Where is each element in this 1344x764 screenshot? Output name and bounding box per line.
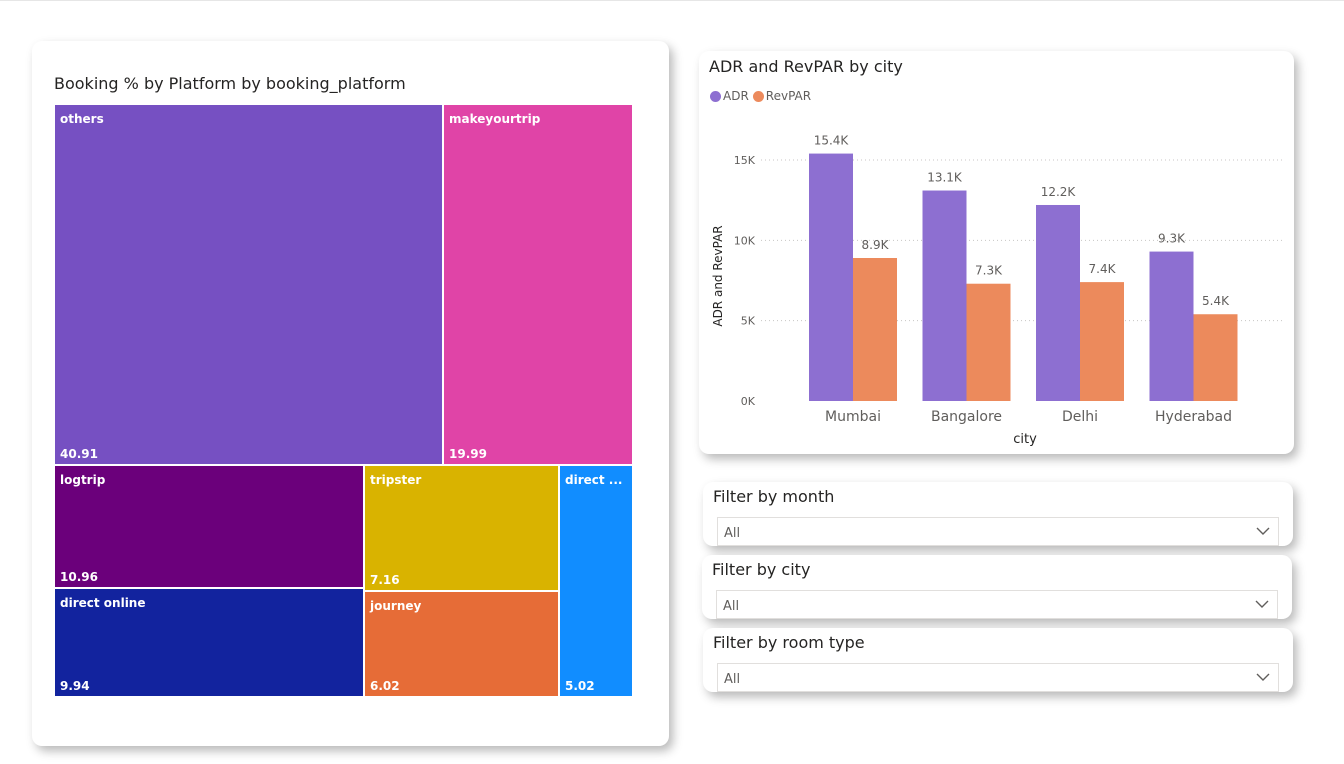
- slicer-city: Filter by city All: [702, 555, 1292, 619]
- bar-adr-bangalore[interactable]: [922, 190, 967, 401]
- y-tick-label: 10K: [734, 234, 756, 247]
- room-type-dropdown[interactable]: All: [717, 663, 1279, 692]
- city-dropdown[interactable]: All: [716, 590, 1278, 619]
- data-label: 13.1K: [927, 171, 963, 185]
- top-divider: [0, 0, 1344, 1]
- x-tick-label: Bangalore: [931, 409, 1002, 425]
- bar-revpar-hyderabad[interactable]: [1193, 314, 1238, 401]
- x-tick-label: Delhi: [1062, 409, 1098, 425]
- tile-label: others: [60, 112, 104, 126]
- treemap-title: Booking % by Platform by booking_platfor…: [54, 74, 406, 93]
- data-label: 5.4K: [1202, 294, 1230, 308]
- legend-label-adr: ADR: [723, 89, 749, 103]
- bar-adr-mumbai[interactable]: [809, 153, 853, 401]
- tile-value: 40.91: [60, 447, 98, 461]
- treemap-area: others 40.91 makeyourtrip 19.99 logtrip …: [54, 104, 633, 697]
- tile-label: logtrip: [60, 473, 106, 487]
- legend-dot-revpar: [752, 90, 764, 102]
- tile-value: 9.94: [60, 679, 90, 693]
- data-label: 12.2K: [1041, 185, 1077, 199]
- y-tick-label: 5K: [741, 315, 756, 328]
- legend-item-revpar[interactable]: RevPAR: [752, 89, 812, 103]
- bar-chart-visual[interactable]: 0K 5K 10K 15K ADR and RevPAR 15.4K 8.9K Mumbai 1…: [699, 51, 1294, 454]
- legend-dot-adr: [710, 90, 721, 102]
- tile-label: direct ...: [565, 473, 623, 487]
- slicer-room-type: Filter by room type All: [703, 628, 1293, 692]
- treemap-tile-direct-online[interactable]: direct online 9.94: [54, 588, 364, 697]
- slicer-month-title: Filter by month: [713, 487, 835, 506]
- x-axis-title: city: [1013, 432, 1037, 447]
- legend-item-adr[interactable]: ADR: [710, 89, 749, 103]
- data-label: 7.3K: [975, 264, 1003, 278]
- month-dropdown[interactable]: All: [717, 517, 1279, 546]
- chart-legend: ADR RevPAR: [710, 89, 815, 103]
- bar-revpar-bangalore[interactable]: [966, 283, 1011, 401]
- slicer-city-title: Filter by city: [712, 560, 811, 579]
- tile-label: direct online: [60, 596, 146, 610]
- treemap-tile-makeyourtrip[interactable]: makeyourtrip 19.99: [443, 104, 633, 465]
- tile-label: journey: [370, 599, 422, 613]
- chevron-down-icon[interactable]: [1256, 526, 1270, 536]
- chart-title: ADR and RevPAR by city: [709, 57, 903, 76]
- tile-value: 10.96: [60, 570, 98, 584]
- legend-label-revpar: RevPAR: [765, 89, 812, 103]
- bar-adr-hyderabad[interactable]: [1149, 251, 1194, 401]
- bar-revpar-delhi[interactable]: [1080, 282, 1124, 401]
- slicer-room-title: Filter by room type: [713, 633, 865, 652]
- chevron-down-icon[interactable]: [1256, 672, 1270, 682]
- bar-adr-delhi[interactable]: [1036, 204, 1080, 401]
- treemap-tile-tripster[interactable]: tripster 7.16: [364, 465, 559, 591]
- treemap-tile-direct-offline[interactable]: direct ... 5.02: [559, 465, 633, 697]
- room-type-dropdown-value: All: [724, 672, 741, 687]
- tile-label: tripster: [370, 473, 422, 487]
- y-tick-label: 15K: [734, 154, 756, 167]
- treemap-tile-journey[interactable]: journey 6.02: [364, 591, 559, 697]
- data-label: 7.4K: [1089, 262, 1117, 276]
- data-label: 15.4K: [814, 134, 850, 148]
- tile-value: 19.99: [449, 447, 487, 461]
- y-axis-title: ADR and RevPAR: [711, 225, 725, 326]
- month-dropdown-value: All: [724, 526, 741, 541]
- tile-value: 5.02: [565, 679, 595, 693]
- y-tick-label: 0K: [741, 395, 756, 408]
- x-tick-label: Hyderabad: [1155, 409, 1232, 425]
- bar-revpar-mumbai[interactable]: [853, 258, 897, 401]
- tile-value: 6.02: [370, 679, 400, 693]
- treemap-visual[interactable]: Booking % by Platform by booking_platfor…: [32, 41, 669, 746]
- treemap-tile-others[interactable]: others 40.91: [54, 104, 443, 465]
- chevron-down-icon[interactable]: [1255, 599, 1269, 609]
- treemap-tile-logtrip[interactable]: logtrip 10.96: [54, 465, 364, 588]
- city-dropdown-value: All: [723, 599, 740, 614]
- slicer-month: Filter by month All: [703, 482, 1293, 546]
- x-tick-label: Mumbai: [825, 409, 881, 425]
- data-label: 9.3K: [1158, 232, 1186, 246]
- tile-label: makeyourtrip: [449, 112, 541, 126]
- bar-chart-svg: 0K 5K 10K 15K ADR and RevPAR 15.4K 8.9K Mumbai 1…: [711, 134, 1284, 447]
- data-label: 8.9K: [862, 238, 890, 252]
- tile-value: 7.16: [370, 573, 400, 587]
